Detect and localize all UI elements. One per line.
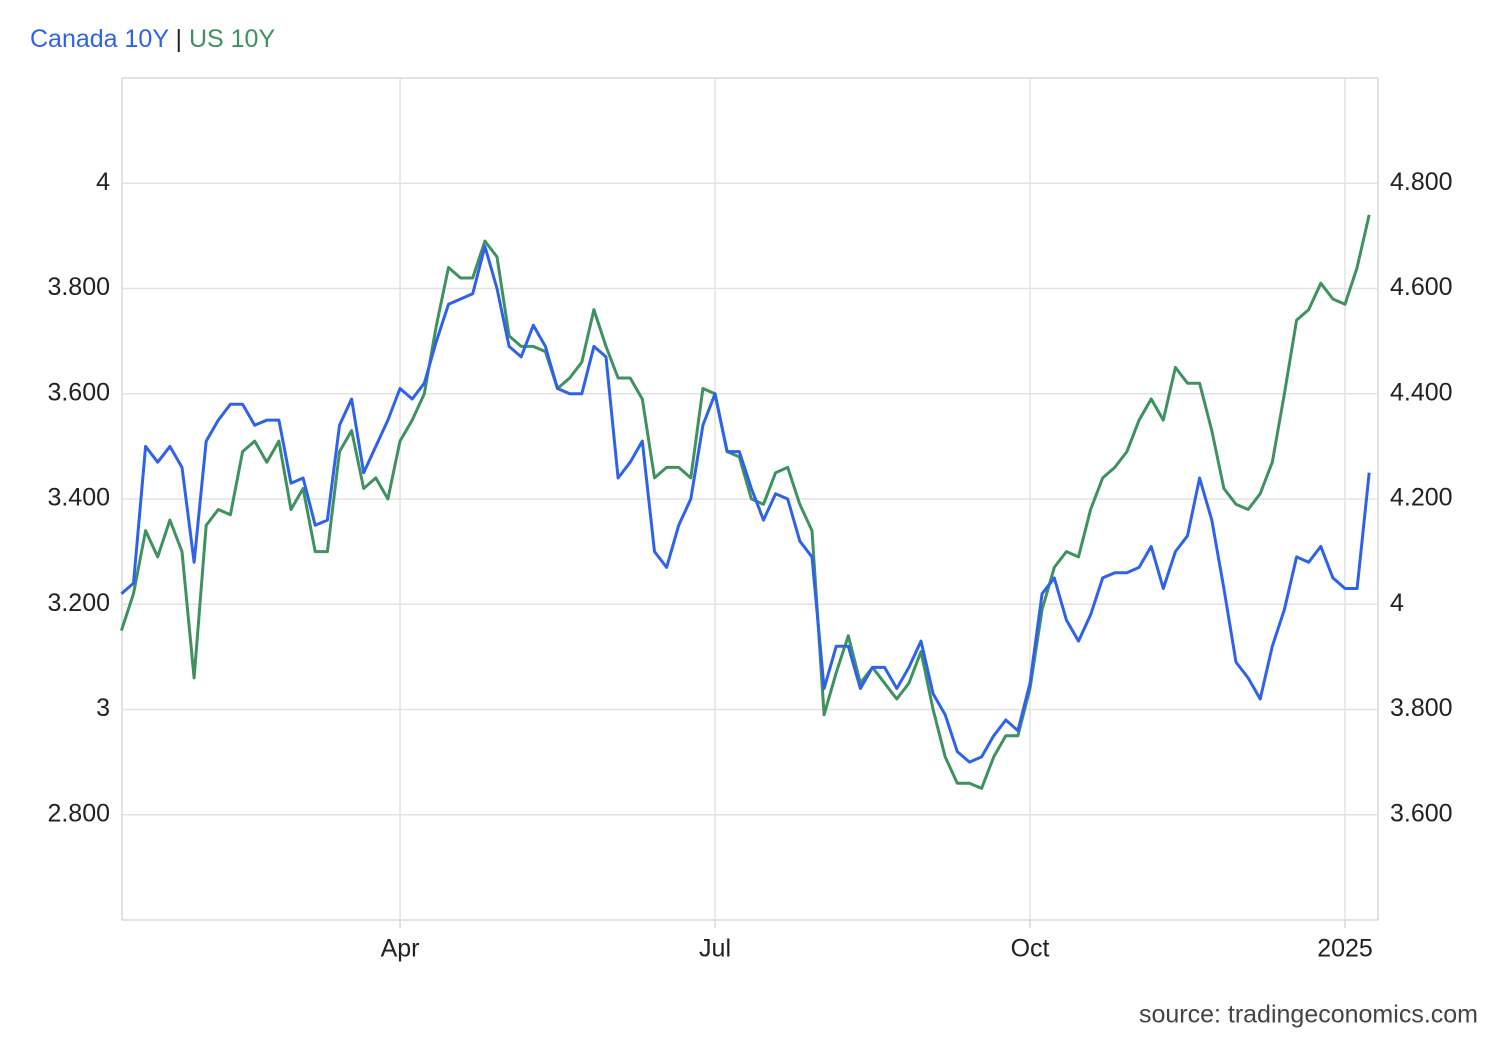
legend: Canada 10Y | US 10Y: [30, 25, 275, 53]
y-tick-label: 3: [96, 694, 110, 722]
y2-tick-label: 3.600: [1390, 799, 1453, 827]
x-tick-label: Jul: [699, 935, 731, 963]
y-tick-label: 2.800: [47, 799, 110, 827]
y2-tick-label: 3.800: [1390, 694, 1453, 722]
y2-tick-label: 4.200: [1390, 484, 1453, 512]
y-tick-label: 3.800: [47, 273, 110, 301]
source-note: source: tradingeconomics.com: [1139, 1001, 1478, 1029]
y-tick-label: 4: [96, 168, 110, 196]
y-tick-label: 3.400: [47, 484, 110, 512]
x-tick-label: Apr: [381, 935, 420, 963]
legend-entry: US 10Y: [189, 25, 275, 53]
legend-separator: |: [176, 25, 183, 53]
y-tick-label: 3.600: [47, 378, 110, 406]
y2-tick-label: 4.800: [1390, 168, 1453, 196]
y2-tick-label: 4: [1390, 589, 1404, 617]
series-line: [119, 214, 1371, 790]
x-tick-label: Oct: [1011, 935, 1050, 963]
y2-tick-label: 4.400: [1390, 378, 1453, 406]
legend-entry: Canada 10Y: [30, 25, 169, 53]
y-tick-label: 3.200: [47, 589, 110, 617]
series-line: [120, 244, 1371, 764]
x-tick-label: 2025: [1317, 935, 1373, 963]
y2-tick-label: 4.600: [1390, 273, 1453, 301]
